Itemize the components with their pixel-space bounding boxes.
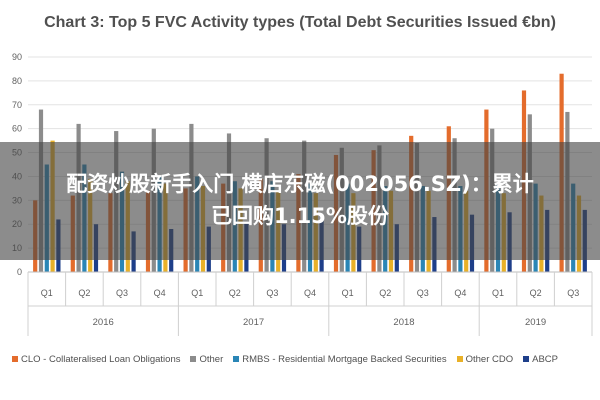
legend-label: CLO - Collateralised Loan Obligations: [21, 353, 181, 365]
chart-legend: CLO - Collateralised Loan Obligations Oth…: [12, 349, 600, 369]
y-tick-label: 70: [12, 100, 22, 110]
legend-swatch: [233, 356, 240, 362]
overlay-banner: [0, 142, 600, 260]
x-tick-label: Q1: [191, 288, 203, 298]
legend-label: Other CDO: [465, 353, 514, 365]
year-label: 2017: [243, 317, 264, 328]
year-label: 2019: [525, 317, 546, 328]
legend-item: ABCP: [523, 354, 558, 365]
headline: 配资炒股新手入门 横店东磁(002056.SZ)：累计 已回购1.15%股份: [0, 168, 600, 232]
x-tick-label: Q3: [567, 288, 579, 298]
headline-line-2: 已回购1.15%股份: [211, 204, 389, 228]
legend-item: CLO - Collateralised Loan Obligations: [12, 354, 180, 365]
x-tick-label: Q3: [417, 288, 429, 298]
legend-item: Other CDO: [456, 353, 514, 365]
headline-line-1: 配资炒股新手入门 横店东磁(002056.SZ)：累计: [66, 172, 534, 196]
y-tick-label: 80: [12, 76, 22, 86]
x-tick-label: Q1: [342, 288, 354, 298]
year-label: 2016: [93, 317, 114, 328]
y-tick-label: 60: [12, 124, 22, 134]
legend-swatch: [190, 356, 197, 362]
x-tick-label: Q1: [41, 288, 53, 298]
legend-swatch: [456, 356, 463, 362]
x-tick-label: Q4: [154, 288, 166, 298]
x-tick-label: Q2: [379, 288, 391, 298]
x-tick-label: Q2: [530, 288, 542, 298]
x-tick-label: Q3: [266, 288, 278, 298]
x-tick-label: Q4: [304, 288, 316, 298]
legend-label: Other: [199, 353, 224, 365]
legend-swatch: [12, 356, 18, 362]
legend-label: RMBS - Residential Mortgage Backed Secur…: [242, 353, 447, 365]
x-tick-label: Q2: [78, 288, 90, 298]
x-tick-label: Q2: [229, 288, 241, 298]
x-tick-label: Q4: [454, 288, 466, 298]
year-label: 2018: [393, 317, 414, 328]
x-tick-label: Q3: [116, 288, 128, 298]
chart-title: Chart 3: Top 5 FVC Activity types (Total…: [44, 14, 556, 31]
y-tick-label: 0: [17, 267, 22, 277]
x-tick-label: Q1: [492, 288, 504, 298]
legend-item: Other: [190, 354, 223, 365]
y-tick-label: 90: [12, 52, 22, 62]
legend-swatch: [523, 356, 530, 362]
legend-label: ABCP: [532, 353, 558, 365]
legend-item: RMBS - Residential Mortgage Backed Secur…: [233, 353, 447, 365]
